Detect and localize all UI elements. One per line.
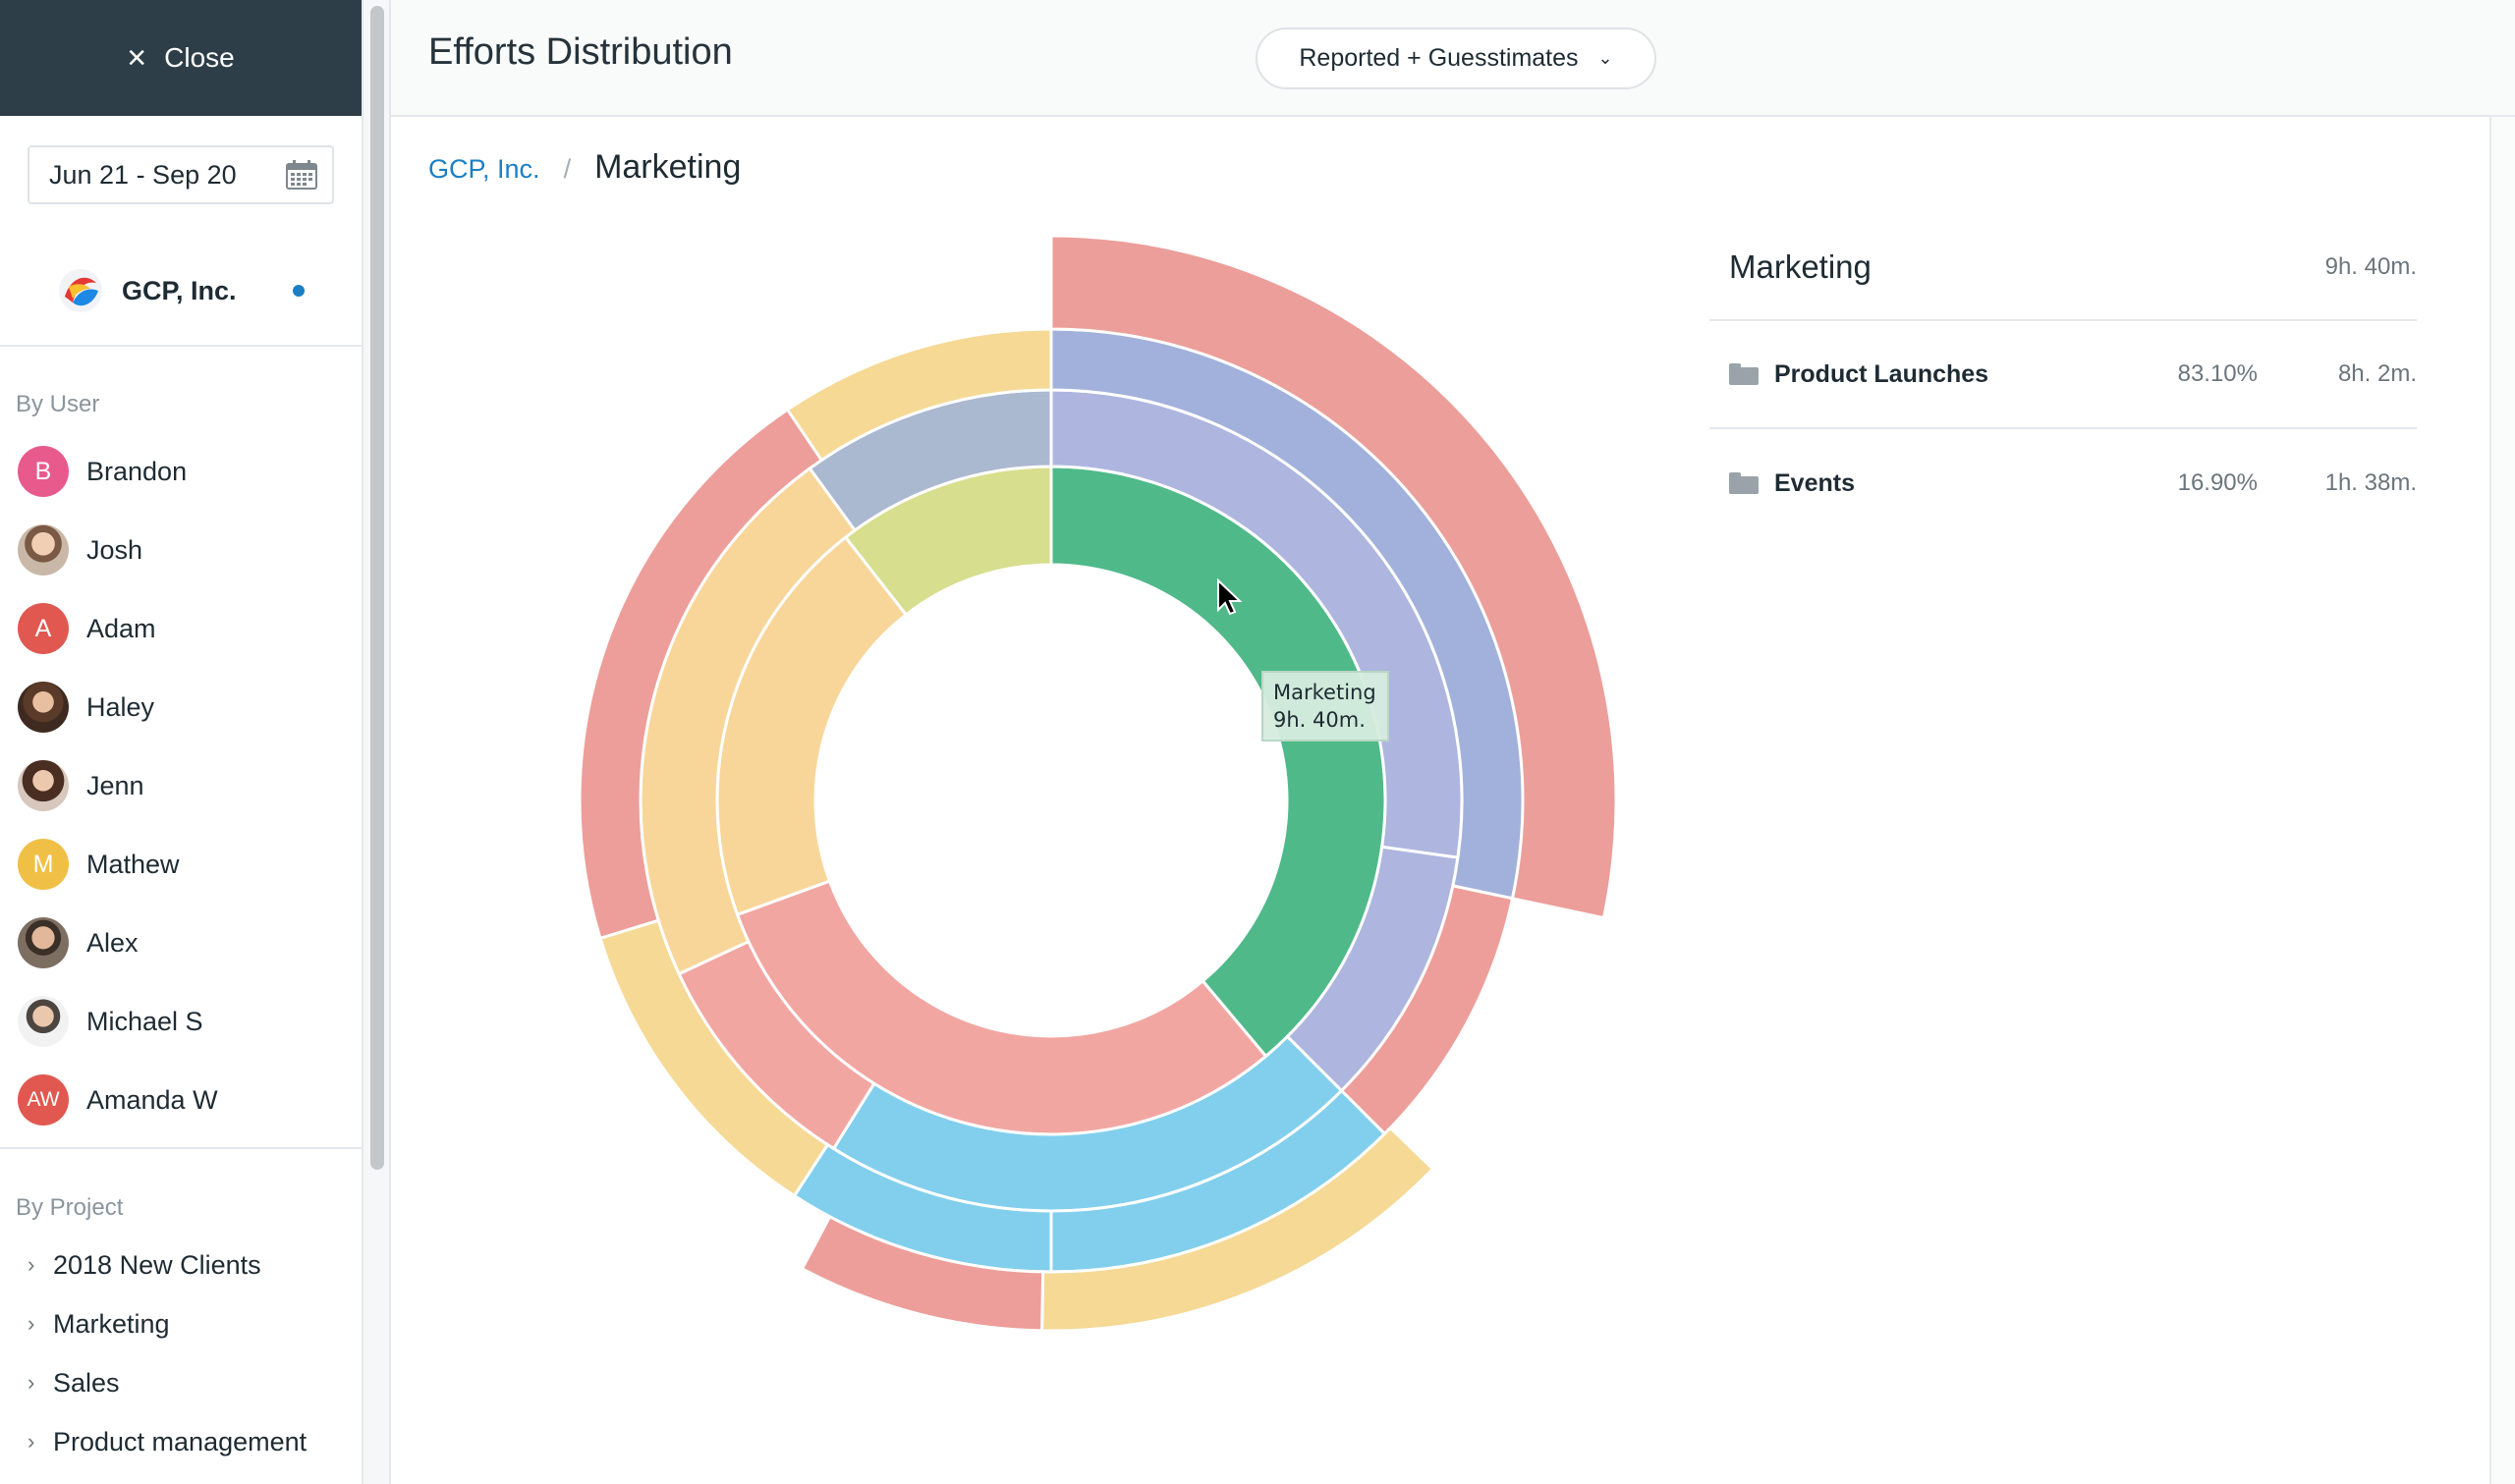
row-time: 1h. 38m. bbox=[2324, 469, 2417, 496]
avatar: M bbox=[18, 839, 69, 890]
by-user-heading: By User bbox=[16, 391, 100, 417]
row-time: 8h. 2m. bbox=[2337, 360, 2417, 387]
avatar: AW bbox=[18, 1074, 69, 1126]
panel-total: 9h. 40m. bbox=[2324, 253, 2417, 280]
avatar: B bbox=[18, 446, 69, 497]
mode-dropdown-value: Reported + Guesstimates bbox=[1299, 44, 1579, 72]
project-item-2018-new-clients[interactable]: › 2018 New Clients bbox=[0, 1236, 362, 1294]
chevron-right-icon: › bbox=[28, 1429, 35, 1454]
avatar bbox=[18, 760, 69, 811]
selected-indicator bbox=[293, 285, 305, 297]
header: Efforts Distribution Reported + Guesstim… bbox=[391, 0, 2515, 117]
breadcrumb-current: Marketing bbox=[594, 148, 742, 186]
project-list: › 2018 New Clients › Marketing › Sales ›… bbox=[0, 1236, 362, 1471]
user-item-michael-s[interactable]: Michael S bbox=[0, 982, 362, 1061]
date-section: Jun 21 - Sep 20 bbox=[0, 116, 362, 347]
user-item-alex[interactable]: Alex bbox=[0, 904, 362, 982]
sunburst-chart[interactable] bbox=[391, 117, 1668, 1374]
folder-icon bbox=[1729, 363, 1759, 385]
close-button[interactable]: × Close bbox=[0, 0, 362, 116]
user-name: Amanda W bbox=[86, 1084, 218, 1115]
avatar bbox=[18, 917, 69, 968]
by-project-heading: By Project bbox=[16, 1194, 124, 1221]
chart-tooltip: Marketing 9h. 40m. bbox=[1261, 671, 1389, 742]
sidebar: × Close Jun 21 - Sep 20 bbox=[0, 0, 362, 1484]
avatar: A bbox=[18, 603, 69, 654]
avatar bbox=[18, 524, 69, 576]
calendar-icon[interactable] bbox=[285, 159, 318, 191]
avatar bbox=[18, 682, 69, 733]
main-content: GCP, Inc. / Marketing Marketing 9h. 40m.… bbox=[391, 117, 2489, 1484]
breadcrumb: GCP, Inc. / Marketing bbox=[428, 148, 741, 187]
project-name: Sales bbox=[53, 1367, 120, 1398]
project-item-sales[interactable]: › Sales bbox=[0, 1353, 362, 1412]
company-name: GCP, Inc. bbox=[122, 275, 237, 305]
project-item-product-management[interactable]: › Product management bbox=[0, 1412, 362, 1471]
sunburst-segment-l3-6[interactable] bbox=[785, 327, 1053, 463]
user-name: Alex bbox=[86, 927, 139, 958]
chevron-down-icon: ⌄ bbox=[1597, 48, 1613, 68]
panel-title: Marketing bbox=[1729, 248, 1872, 285]
user-name: Mathew bbox=[86, 849, 180, 879]
project-name: Marketing bbox=[53, 1308, 170, 1339]
breadcrumb-separator: / bbox=[563, 154, 572, 184]
user-item-jenn[interactable]: Jenn bbox=[0, 746, 362, 825]
user-name: Jenn bbox=[86, 770, 144, 800]
date-range-value: Jun 21 - Sep 20 bbox=[49, 159, 237, 190]
page-title: Efforts Distribution bbox=[428, 31, 733, 73]
user-name: Josh bbox=[86, 534, 143, 565]
sunburst-segment-l4-2[interactable] bbox=[800, 1214, 1045, 1333]
breadcrumb-link[interactable]: GCP, Inc. bbox=[428, 154, 540, 184]
project-name: 2018 New Clients bbox=[53, 1249, 261, 1280]
panel-header: Marketing 9h. 40m. bbox=[1709, 215, 2417, 321]
row-percent: 83.10% bbox=[2177, 360, 2258, 387]
user-name: Haley bbox=[86, 691, 155, 722]
company-item[interactable]: GCP, Inc. bbox=[28, 234, 334, 348]
chevron-right-icon: › bbox=[28, 1311, 35, 1336]
user-name: Brandon bbox=[86, 456, 188, 486]
user-item-josh[interactable]: Josh bbox=[0, 511, 362, 589]
user-item-haley[interactable]: Haley bbox=[0, 668, 362, 746]
sidebar-scrollbar[interactable] bbox=[362, 0, 391, 1484]
close-icon: × bbox=[127, 39, 147, 77]
tooltip-value: 9h. 40m. bbox=[1273, 708, 1366, 732]
breakdown-row[interactable]: Events 16.90% 1h. 38m. bbox=[1709, 429, 2417, 537]
chevron-right-icon: › bbox=[28, 1370, 35, 1395]
date-range-picker[interactable]: Jun 21 - Sep 20 bbox=[28, 145, 334, 204]
user-item-adam[interactable]: A Adam bbox=[0, 589, 362, 668]
user-name: Michael S bbox=[86, 1006, 203, 1036]
row-name: Product Launches bbox=[1774, 359, 1989, 388]
user-item-amanda-w[interactable]: AW Amanda W bbox=[0, 1061, 362, 1139]
project-name: Product management bbox=[53, 1426, 307, 1457]
mode-dropdown[interactable]: Reported + Guesstimates ⌄ bbox=[1256, 27, 1656, 89]
breakdown-row[interactable]: Product Launches 83.10% 8h. 2m. bbox=[1709, 321, 2417, 429]
user-item-mathew[interactable]: M Mathew bbox=[0, 825, 362, 904]
close-label: Close bbox=[164, 42, 235, 73]
company-logo bbox=[59, 269, 102, 312]
sunburst-segment-l4-0[interactable] bbox=[1049, 234, 1618, 920]
user-name: Adam bbox=[86, 613, 156, 643]
mouse-cursor-icon bbox=[1217, 578, 1243, 616]
user-item-brandon[interactable]: B Brandon bbox=[0, 432, 362, 511]
chevron-right-icon: › bbox=[28, 1252, 35, 1277]
folder-icon bbox=[1729, 472, 1759, 494]
project-item-marketing[interactable]: › Marketing bbox=[0, 1294, 362, 1353]
breakdown-panel: Marketing 9h. 40m. Product Launches 83.1… bbox=[1709, 215, 2417, 537]
scrollbar-thumb[interactable] bbox=[370, 6, 384, 1170]
row-percent: 16.90% bbox=[2177, 469, 2258, 496]
row-name: Events bbox=[1774, 468, 1855, 497]
user-list: B Brandon Josh A Adam Haley Jenn M Math bbox=[0, 432, 362, 1139]
tooltip-label: Marketing bbox=[1273, 681, 1376, 704]
avatar bbox=[18, 996, 69, 1047]
divider bbox=[0, 1147, 362, 1149]
right-scroll-edge bbox=[2489, 117, 2515, 1484]
